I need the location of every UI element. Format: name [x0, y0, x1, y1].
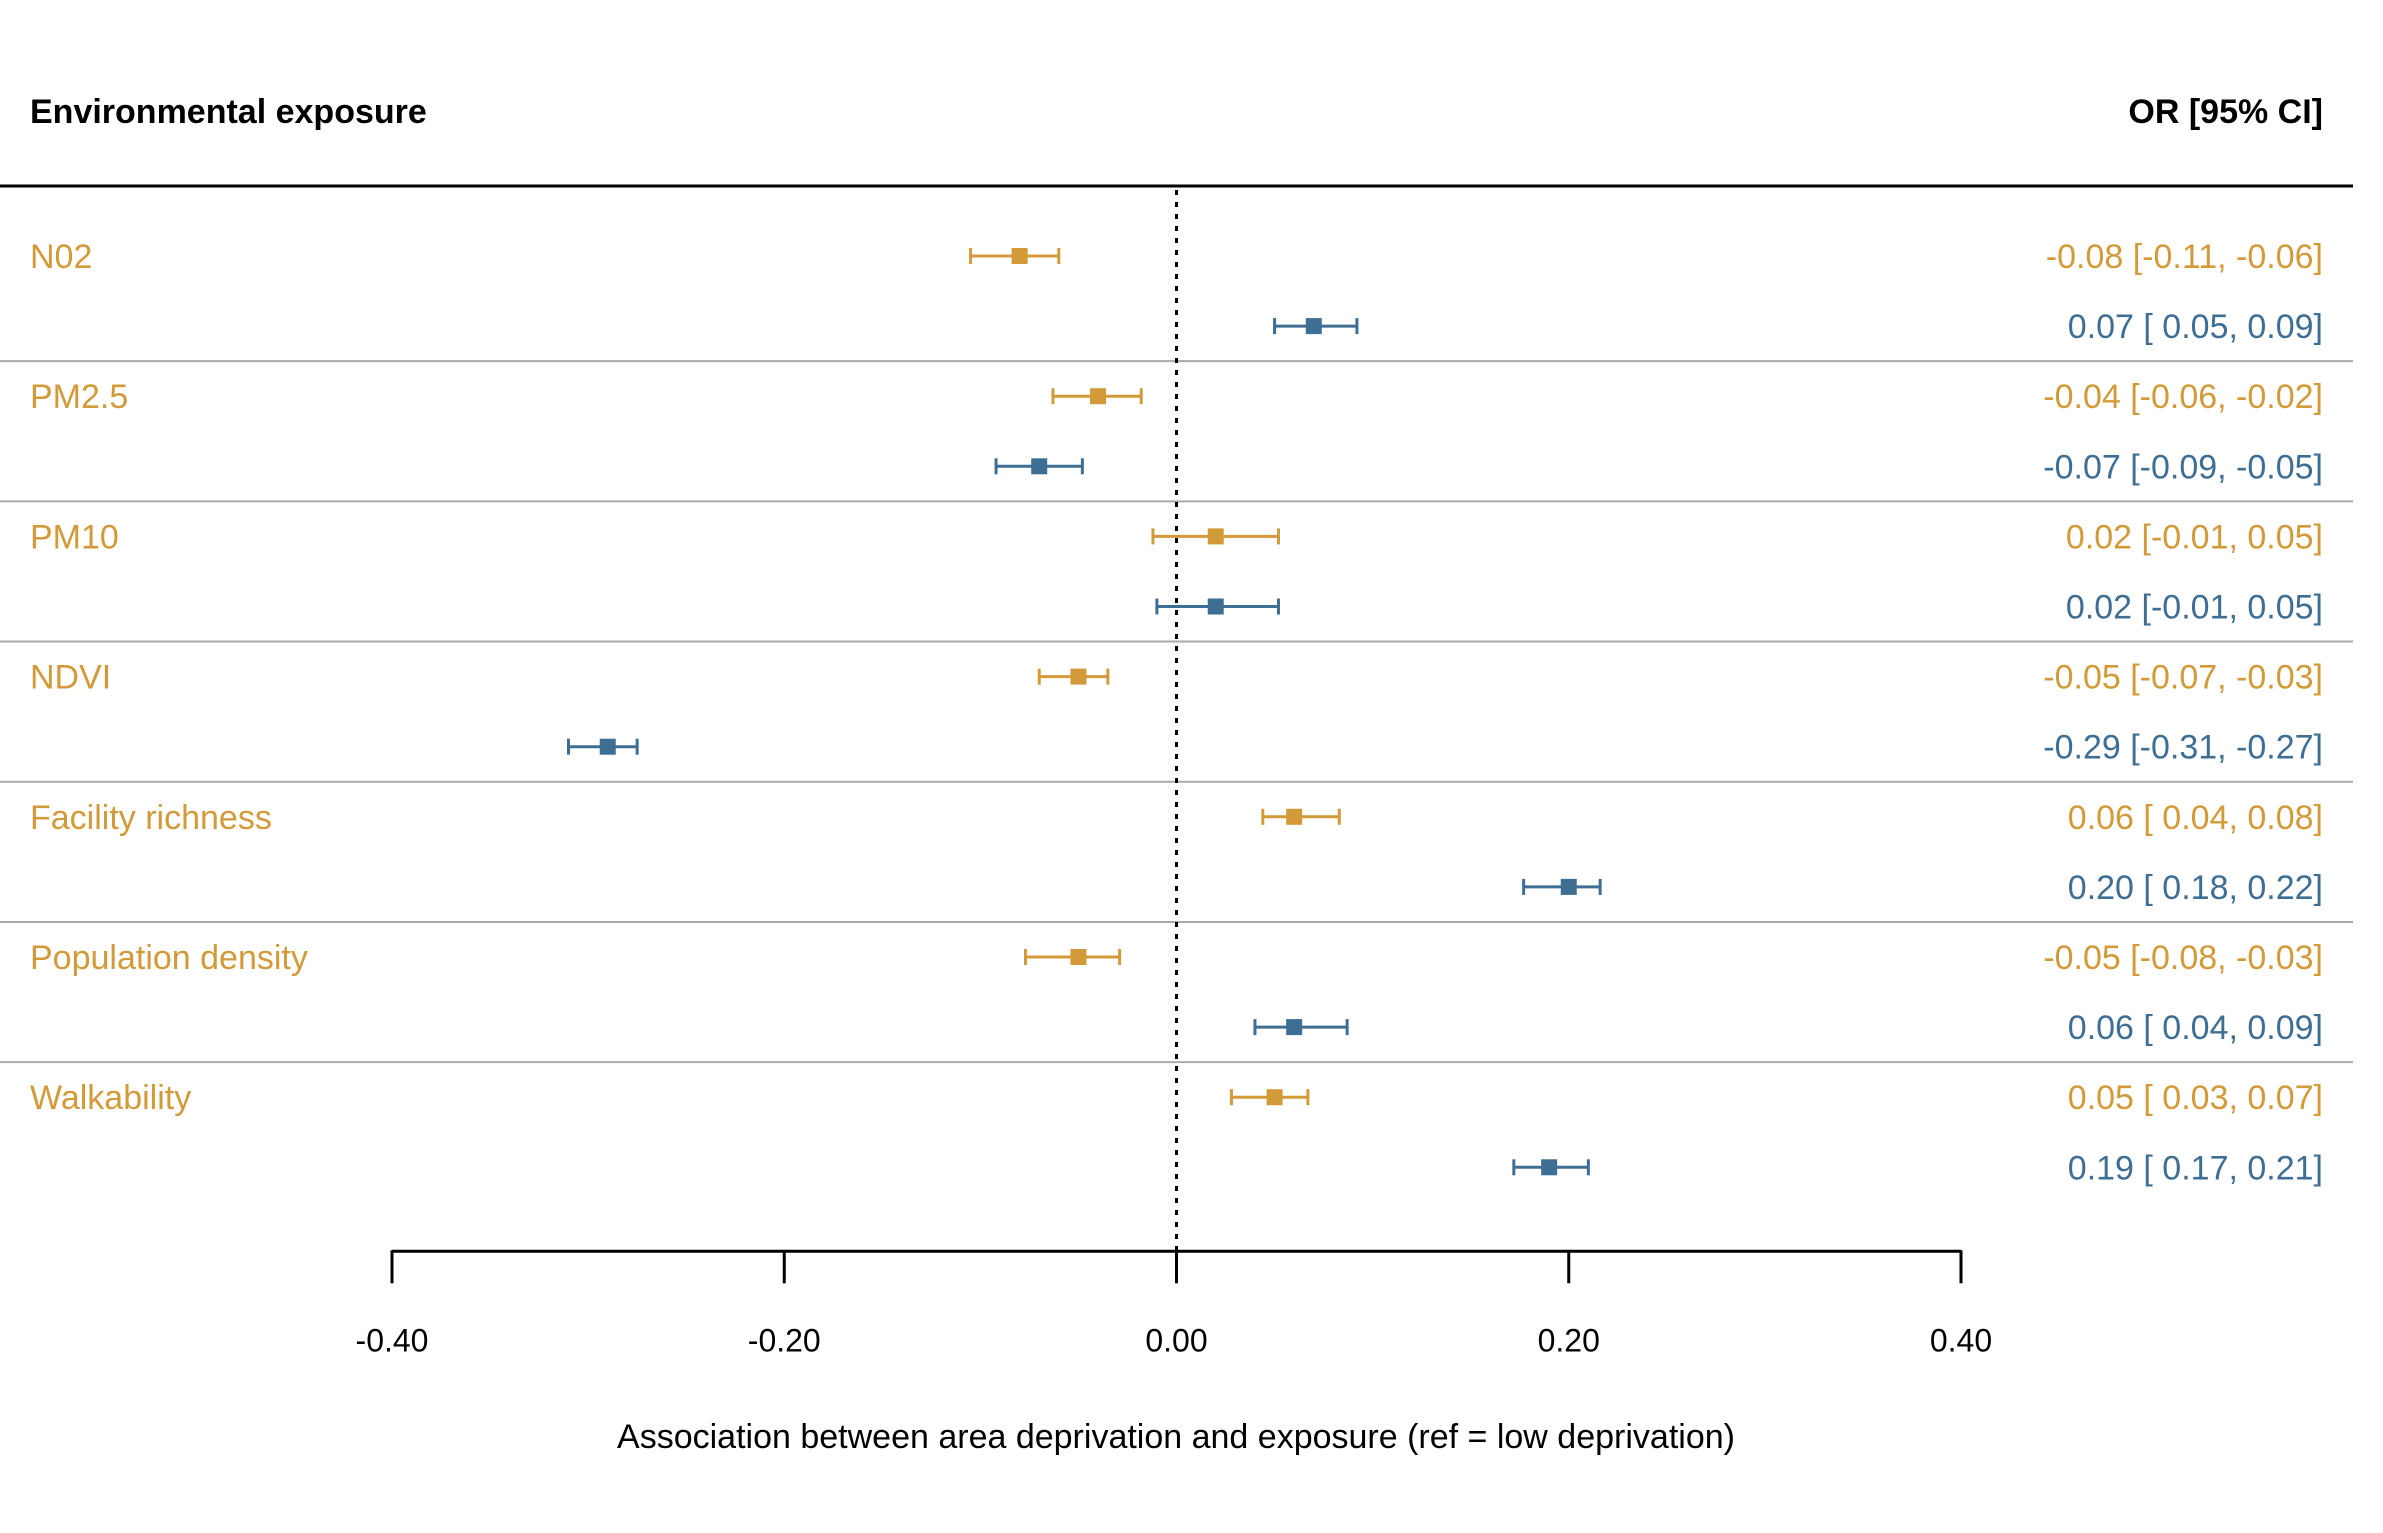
estimate-row: 0.05 [ 0.03, 0.07] [1229, 1079, 2323, 1117]
estimate-row: -0.29 [-0.31, -0.27] [567, 729, 2323, 767]
group-label: Facility richness [30, 799, 272, 837]
or-ci-label: 0.19 [ 0.17, 0.21] [2068, 1149, 2323, 1187]
group-walkability: Walkability 0.05 [ 0.03, 0.07] 0.19 [ 0.17… [30, 1079, 2323, 1187]
x-tick-label: 0.20 [1538, 1322, 1600, 1358]
group-label: PM10 [30, 518, 119, 556]
or-ci-label: 0.06 [ 0.04, 0.09] [2068, 1009, 2323, 1047]
estimate-row: -0.05 [-0.07, -0.03] [1037, 659, 2323, 697]
or-ci-label: 0.07 [ 0.05, 0.09] [2068, 308, 2323, 346]
group-ndvi: NDVI -0.05 [-0.07, -0.03] -0.29 [-0.31, -0… [30, 659, 2323, 767]
estimate-row: -0.07 [-0.09, -0.05] [994, 448, 2323, 486]
x-tick-label: -0.20 [748, 1322, 821, 1358]
point-estimate [1286, 1019, 1303, 1036]
or-ci-label: 0.02 [-0.01, 0.05] [2066, 518, 2323, 556]
or-ci-label: -0.04 [-0.06, -0.02] [2043, 378, 2323, 416]
point-estimate [1031, 458, 1048, 475]
point-estimate [1070, 668, 1087, 685]
estimate-row: 0.02 [-0.01, 0.05] [1155, 589, 2323, 627]
point-estimate [1207, 528, 1224, 545]
header-right: OR [95% CI] [2128, 93, 2323, 131]
estimate-row: 0.19 [ 0.17, 0.21] [1512, 1149, 2323, 1187]
point-estimate [1090, 388, 1107, 405]
group-label: Population density [30, 939, 308, 977]
or-ci-label: -0.05 [-0.08, -0.03] [2043, 939, 2323, 977]
x-axis-title: Association between area deprivation and… [617, 1418, 1735, 1456]
x-tick-label: 0.00 [1145, 1322, 1207, 1358]
group-n02: N02 -0.08 [-0.11, -0.06] 0.07 [ 0.05, 0.09… [30, 238, 2323, 346]
x-axis: -0.40 -0.20 0.00 0.20 0.40 [356, 1249, 1992, 1358]
estimate-row: 0.06 [ 0.04, 0.08] [1261, 799, 2323, 837]
or-ci-label: -0.05 [-0.07, -0.03] [2043, 659, 2323, 697]
estimate-row: 0.02 [-0.01, 0.05] [1151, 518, 2323, 556]
point-estimate [1011, 248, 1028, 264]
header-left: Environmental exposure [30, 93, 427, 131]
group-label: N02 [30, 238, 92, 276]
estimate-row: -0.05 [-0.08, -0.03] [1023, 939, 2323, 977]
point-estimate [1560, 878, 1577, 895]
x-tick-label: -0.40 [356, 1322, 429, 1358]
or-ci-label: 0.05 [ 0.03, 0.07] [2068, 1079, 2323, 1117]
group-pm10: PM10 0.02 [-0.01, 0.05] 0.02 [-0.01, 0.05] [30, 518, 2323, 626]
estimate-row: 0.06 [ 0.04, 0.09] [1253, 1009, 2323, 1047]
point-estimate [1207, 598, 1224, 615]
estimate-row: -0.08 [-0.11, -0.06] [969, 238, 2323, 276]
point-estimate [1070, 949, 1087, 965]
point-estimate [1305, 318, 1322, 335]
or-ci-label: -0.29 [-0.31, -0.27] [2043, 729, 2323, 767]
estimate-row: 0.20 [ 0.18, 0.22] [1522, 869, 2323, 907]
estimate-row: -0.04 [-0.06, -0.02] [1051, 378, 2323, 416]
group-label: NDVI [30, 659, 111, 697]
or-ci-label: -0.08 [-0.11, -0.06] [2046, 238, 2323, 276]
group-label: PM2.5 [30, 378, 128, 416]
or-ci-label: 0.02 [-0.01, 0.05] [2066, 589, 2323, 627]
point-estimate [1266, 1089, 1283, 1106]
or-ci-label: 0.20 [ 0.18, 0.22] [2068, 869, 2323, 907]
group-facility-richness: Facility richness 0.06 [ 0.04, 0.08] 0.20 … [30, 799, 2323, 907]
x-tick-label: 0.40 [1930, 1322, 1992, 1358]
or-ci-label: -0.07 [-0.09, -0.05] [2043, 448, 2323, 486]
point-estimate [1286, 808, 1303, 825]
or-ci-label: 0.06 [ 0.04, 0.08] [2068, 799, 2323, 837]
group-pm2-5: PM2.5 -0.04 [-0.06, -0.02] -0.07 [-0.09, -… [30, 378, 2323, 486]
group-label: Walkability [30, 1079, 191, 1117]
group-population-density: Population density -0.05 [-0.08, -0.03] 0.… [30, 939, 2323, 1047]
point-estimate [1541, 1159, 1558, 1176]
groups: N02 -0.08 [-0.11, -0.06] 0.07 [ 0.05, 0.09… [30, 238, 2323, 1187]
estimate-row: 0.07 [ 0.05, 0.09] [1273, 308, 2323, 346]
point-estimate [599, 738, 616, 755]
